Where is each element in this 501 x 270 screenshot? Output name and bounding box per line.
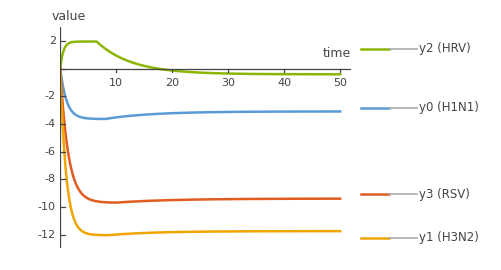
Text: y3 (RSV): y3 (RSV): [418, 188, 469, 201]
Text: -10: -10: [38, 202, 56, 212]
Text: -6: -6: [45, 147, 56, 157]
Text: 20: 20: [165, 78, 179, 88]
Text: y2 (HRV): y2 (HRV): [418, 42, 470, 55]
Text: 2: 2: [49, 36, 56, 46]
Text: 10: 10: [109, 78, 123, 88]
Text: 30: 30: [221, 78, 235, 88]
Text: y0 (H1N1): y0 (H1N1): [418, 102, 478, 114]
Text: -4: -4: [45, 119, 56, 129]
Text: value: value: [52, 10, 86, 23]
Text: -2: -2: [45, 91, 56, 101]
Text: -12: -12: [38, 230, 56, 239]
Text: -8: -8: [45, 174, 56, 184]
Text: 50: 50: [333, 78, 347, 88]
Text: time: time: [323, 47, 351, 60]
Text: y1 (H3N2): y1 (H3N2): [418, 231, 478, 244]
Text: 40: 40: [277, 78, 291, 88]
